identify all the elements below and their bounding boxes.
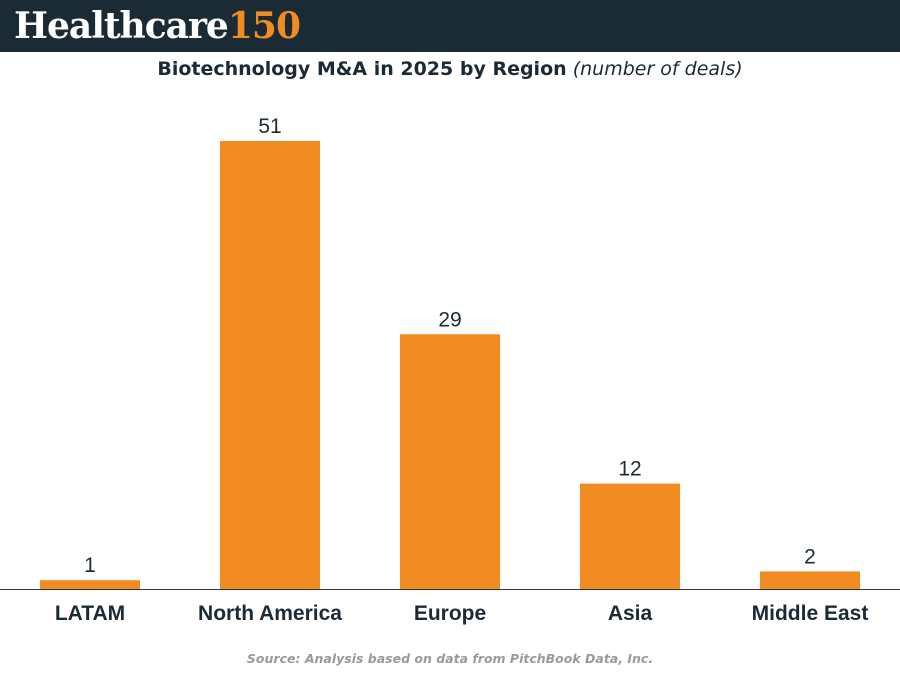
x-tick-label: North America xyxy=(198,602,342,625)
logo-number: 150 xyxy=(227,5,301,47)
x-tick-label: Europe xyxy=(414,602,486,625)
data-label: 1 xyxy=(84,554,96,577)
data-label: 51 xyxy=(258,115,281,138)
logo-word: Healthcare xyxy=(14,5,229,47)
header-banner: Healthcare150 xyxy=(0,0,900,52)
source-note: Source: Analysis based on data from Pitc… xyxy=(246,651,654,666)
data-label: 2 xyxy=(804,545,816,568)
chart-title: Biotechnology M&A in 2025 by Region (num… xyxy=(0,58,900,80)
chart-title-sub: (number of deals) xyxy=(572,58,743,80)
data-label: 29 xyxy=(438,308,461,331)
brand-logo: Healthcare150 xyxy=(14,3,301,49)
bar-europe xyxy=(400,334,500,589)
bar-latam xyxy=(40,580,140,589)
bar-asia xyxy=(580,483,680,589)
bar-north-america xyxy=(220,141,320,589)
x-tick-label: Asia xyxy=(608,602,653,625)
chart-title-main: Biotechnology M&A in 2025 by Region xyxy=(157,58,567,80)
x-tick-label: LATAM xyxy=(55,602,125,625)
bar-middle-east xyxy=(760,571,860,589)
data-label: 12 xyxy=(618,458,641,481)
x-tick-label: Middle East xyxy=(752,602,869,625)
